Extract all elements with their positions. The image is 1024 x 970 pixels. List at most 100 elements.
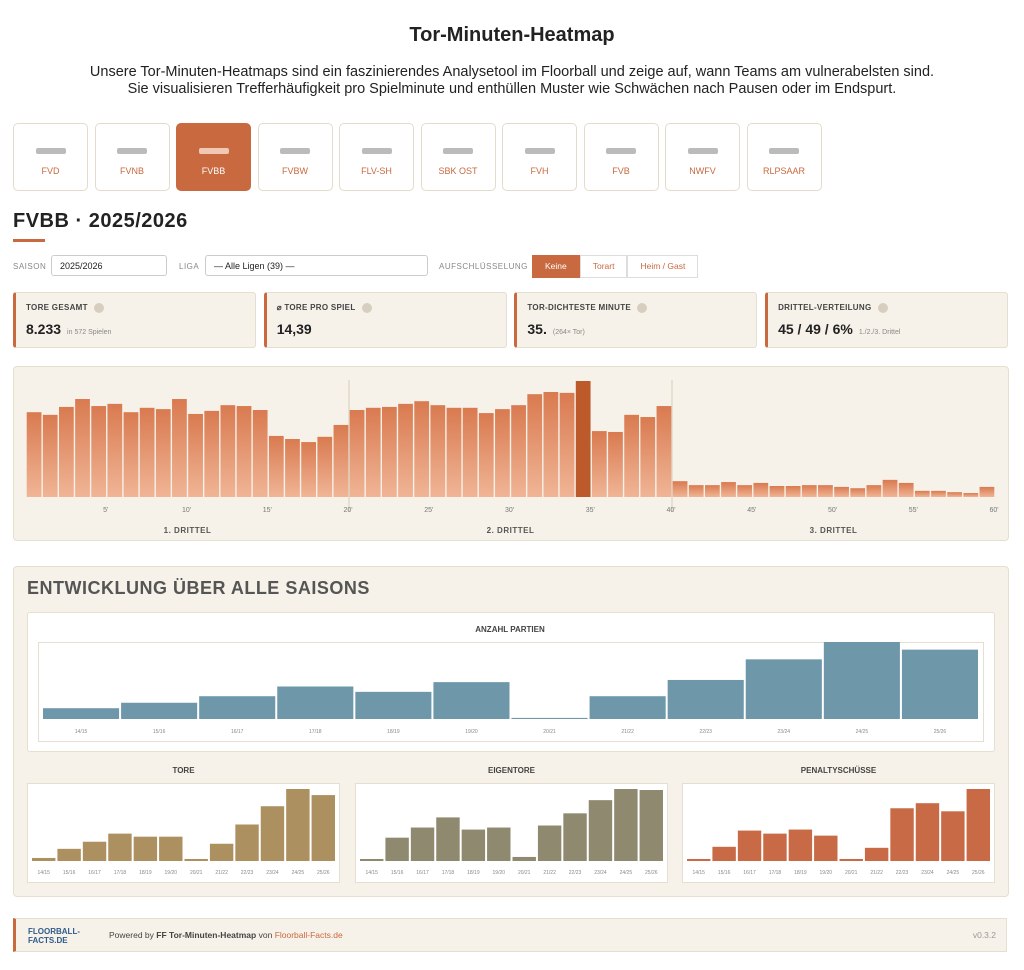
x-tick-label: 40' [666, 507, 675, 514]
season-bar [823, 642, 900, 719]
tab-logo [443, 148, 473, 154]
minute-bar [172, 399, 187, 497]
x-tick-label: 19/20 [493, 870, 506, 876]
minute-bar [398, 403, 413, 497]
x-tick-label: 15' [263, 507, 272, 514]
period-label: 2. DRITTEL [487, 526, 535, 535]
x-tick-label: 24/25 [620, 870, 633, 876]
x-tick-label: 25/26 [317, 870, 330, 876]
x-tick-label: 23/24 [266, 870, 279, 876]
stat-note: (264× Tor) [552, 329, 585, 336]
version: v0.3.2 [972, 930, 996, 940]
minute-bar [947, 492, 962, 497]
minute-bar [91, 406, 107, 497]
x-tick-label: 25/26 [972, 870, 985, 876]
season-bar [260, 806, 285, 861]
x-tick-label: 24/25 [947, 870, 960, 876]
tab-label: FVH [530, 166, 549, 176]
period-label: 1. DRITTEL [164, 526, 212, 535]
season-bar [235, 824, 259, 861]
tab-logo [280, 148, 310, 154]
tab[interactable]: SBK OST [420, 123, 496, 191]
minute-bar [575, 381, 591, 497]
tab-logo [606, 148, 636, 154]
label: ⌀ TORE PRO SPIEL [276, 303, 356, 313]
season-bar [511, 717, 588, 719]
x-tick-label: 15/16 [153, 729, 166, 735]
x-tick-label: 17/18 [114, 870, 127, 876]
tab-label: RLPSAAR [762, 166, 806, 176]
tab[interactable]: FVD [13, 123, 88, 191]
tab-logo [117, 148, 147, 154]
stat-value: 14,39 [277, 321, 312, 337]
minute-bar [527, 394, 543, 497]
breakdown-option[interactable]: Torart [579, 255, 628, 278]
stat-card: TOR-DICHTESTE MINUTE 35. (264× Tor) [514, 292, 758, 348]
x-tick-label: 22/23 [241, 870, 254, 876]
minute-bar [834, 486, 849, 497]
value: 45 / 49 / 6% [778, 321, 853, 337]
tool: FF Tor-Minuten-Heatmap [156, 930, 257, 940]
season-bar [667, 679, 744, 719]
tab[interactable]: FVH [502, 123, 577, 191]
season-bar [199, 696, 276, 719]
season-bar [687, 858, 711, 861]
footer: FLOORBALL-FACTS.DE Powered by FF Tor-Min… [13, 918, 1007, 952]
x-tick-label: 18/19 [139, 870, 152, 876]
season-bar [286, 789, 310, 861]
minute-bar [365, 407, 381, 497]
tab[interactable]: FVBW [257, 123, 333, 191]
x-tick-label: 16/17 [416, 870, 429, 876]
season-bar [43, 708, 120, 719]
x-tick-label: 25/26 [645, 870, 658, 876]
tab-label: FLV-SH [361, 166, 392, 176]
x-tick-label: 20/21 [190, 870, 203, 876]
stat-note: 1./2./3. Drittel [858, 329, 901, 336]
season-bar [788, 829, 813, 861]
x-tick-label: 25' [424, 507, 433, 514]
minute-bar [123, 412, 139, 497]
tab[interactable]: FVNB [94, 123, 170, 191]
liga-select[interactable]: — Alle Ligen (39) — [205, 255, 428, 276]
breakdown-option[interactable]: Heim / Gast [627, 255, 699, 278]
x-tick-label: 5' [103, 507, 108, 514]
season-bar [209, 843, 234, 861]
site-link[interactable]: Floorball-Facts.de [274, 930, 343, 940]
x-tick-label: 55' [909, 507, 918, 514]
breakdown-option[interactable]: Keine [532, 255, 580, 278]
x-tick-label: 22/23 [896, 870, 909, 876]
saison-select[interactable]: 2025/2026 [51, 255, 167, 276]
tab[interactable]: FVB [583, 123, 659, 191]
season-bar [360, 858, 384, 861]
season-bar [355, 691, 432, 719]
season-bar [512, 856, 536, 861]
minute-bar [236, 406, 252, 497]
season-bar [57, 848, 81, 861]
x-tick-label: 35' [586, 507, 595, 514]
x-tick-label: 23/24 [778, 729, 791, 735]
minute-bar [801, 485, 817, 497]
info-icon [637, 303, 648, 313]
minute-bar [252, 410, 268, 497]
tab[interactable]: FVBB [176, 123, 251, 191]
minute-bar [866, 485, 882, 497]
season-bar [915, 803, 940, 861]
x-tick-label: 21/22 [543, 870, 556, 876]
tab[interactable]: NWFV [665, 123, 740, 191]
minute-bar [721, 482, 736, 497]
chart-title: EIGENTORE [488, 766, 536, 775]
tab-label: FVD [41, 166, 60, 176]
tab[interactable]: RLPSAAR [746, 123, 822, 191]
tab-label: FVNB [119, 166, 144, 176]
tab-label: FVBW [282, 166, 308, 176]
x-tick-label: 15/16 [63, 870, 76, 876]
x-tick-label: 21/22 [215, 870, 228, 876]
season-bar [32, 857, 56, 861]
season-bar [901, 649, 978, 719]
season-bar [487, 827, 511, 861]
season-bar [966, 789, 990, 861]
season-bar [461, 829, 486, 861]
tab[interactable]: FLV-SH [339, 123, 414, 191]
x-tick-label: 14/15 [75, 729, 88, 735]
